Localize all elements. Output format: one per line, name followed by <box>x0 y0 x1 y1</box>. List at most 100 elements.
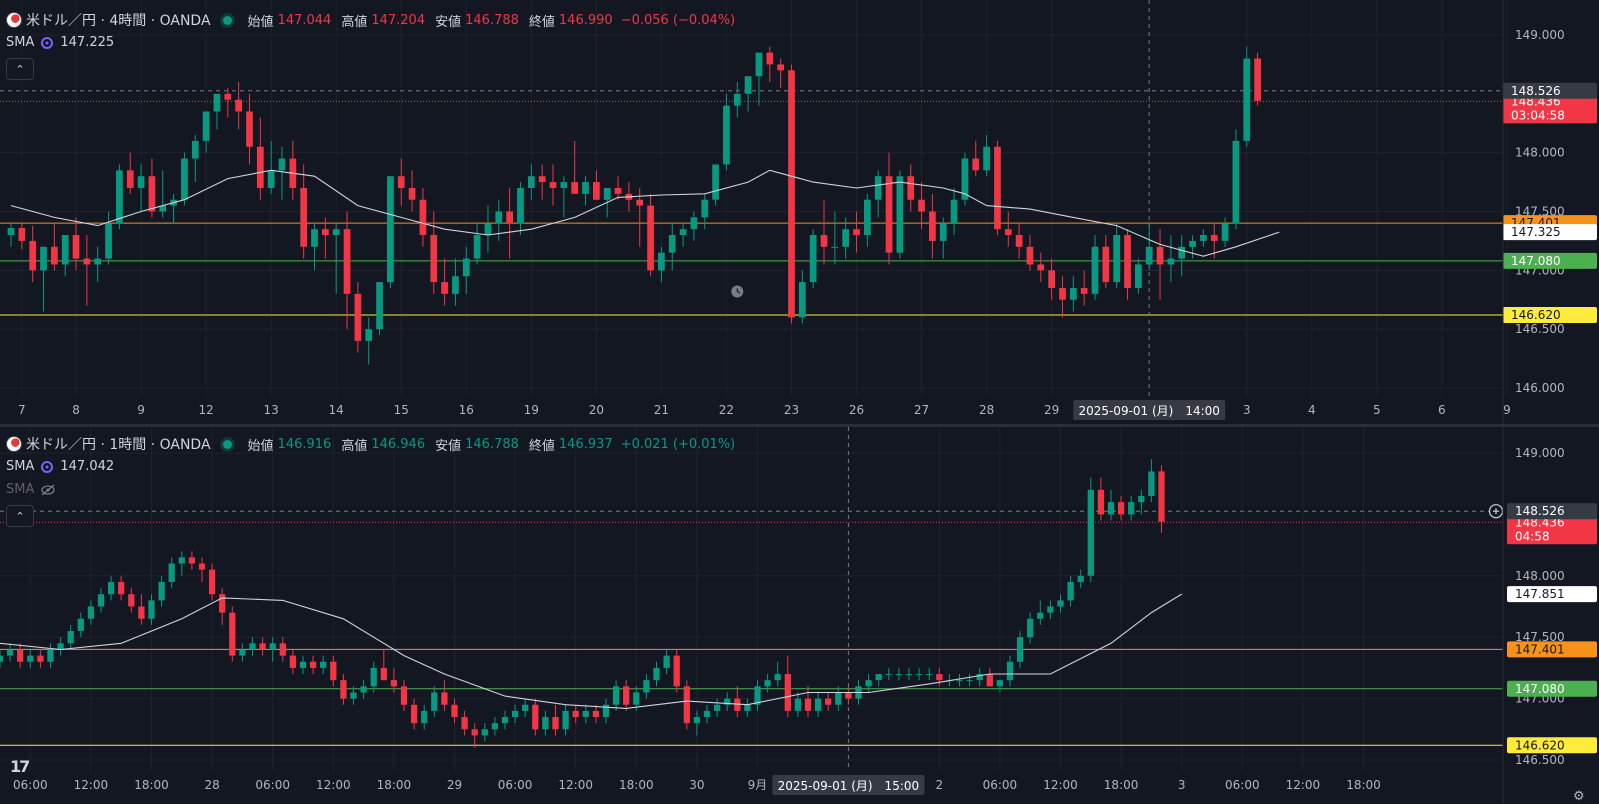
candle-body <box>213 93 221 112</box>
candle-body <box>198 563 206 570</box>
level-price-label: 147.401 <box>1515 642 1565 656</box>
candle-body <box>249 643 256 650</box>
x-tick-label: 6 <box>1438 403 1446 417</box>
x-tick-label: 27 <box>914 403 929 417</box>
level-price-label-bg <box>1503 307 1597 324</box>
candle-body <box>441 692 448 705</box>
x-tick-label: 14 <box>329 403 344 417</box>
candle-body <box>602 704 610 718</box>
candle-body <box>1037 612 1044 619</box>
gear-icon[interactable]: ⚙ <box>1573 789 1585 804</box>
candle-body <box>592 710 600 718</box>
candle-body <box>491 723 499 730</box>
candle-body <box>511 710 519 718</box>
collapse-legend-button[interactable]: ⌃ <box>6 505 34 527</box>
candle-body <box>311 229 318 247</box>
eye-off-icon[interactable] <box>40 484 56 496</box>
candle-body <box>256 146 264 188</box>
collapse-legend-button[interactable]: ⌃ <box>6 58 34 80</box>
x-tick-label: 06:00 <box>498 778 533 792</box>
candle-body <box>1232 140 1240 224</box>
pane-separator[interactable] <box>0 424 1599 427</box>
y-tick-label: 146.000 <box>1515 381 1565 395</box>
candle-body <box>6 649 14 656</box>
candle-body <box>814 698 822 711</box>
candle-body <box>1059 287 1066 300</box>
candle-body <box>118 581 125 595</box>
x-tick-label: 30 <box>689 778 704 792</box>
candle-body <box>431 692 438 711</box>
candle-body <box>907 176 915 200</box>
x-tick-label: 28 <box>979 403 994 417</box>
candle-body <box>97 594 105 607</box>
candle-body <box>471 729 478 736</box>
x-tick-label: 3 <box>1178 778 1186 792</box>
candle-body <box>506 211 514 224</box>
sma-legend-pane-1[interactable]: SMA 147.225 <box>6 35 114 50</box>
x-tick-label: 2 <box>935 778 943 792</box>
candle-body <box>983 146 990 171</box>
candle-body <box>365 329 373 341</box>
candle-body <box>614 187 622 194</box>
candle-body <box>501 717 509 724</box>
x-tick-label: 06:00 <box>983 778 1018 792</box>
candle-body <box>755 52 763 77</box>
x-tick-label: 18:00 <box>1346 778 1381 792</box>
candle-body <box>462 258 470 277</box>
candle-body <box>733 93 741 106</box>
candle-body <box>50 246 58 265</box>
sma-settings-icon[interactable] <box>40 36 54 50</box>
market-status-icon[interactable] <box>222 439 232 449</box>
candle-body <box>538 176 546 183</box>
x-tick-label: 29 <box>447 778 462 792</box>
candle-body <box>461 717 468 730</box>
sma-value: 147.042 <box>60 459 115 474</box>
candle-body <box>1015 235 1023 247</box>
high-value: 146.946 <box>371 436 426 452</box>
crosshair-time-label: 2025-09-01 (月) 14:00 <box>1078 404 1220 418</box>
sma-line <box>0 593 1182 709</box>
sma-legend-pane-2[interactable]: SMA 147.042 <box>6 459 114 474</box>
candle-body <box>713 704 721 711</box>
x-tick-label: 9 <box>137 403 145 417</box>
candle-body <box>542 717 549 730</box>
candle-body <box>1210 235 1218 241</box>
candle-body <box>400 686 408 705</box>
candle-body <box>208 569 216 595</box>
candle-body <box>1145 246 1153 265</box>
chevron-up-icon: ⌃ <box>15 509 25 523</box>
candle-body <box>181 158 188 200</box>
candle-body <box>845 692 852 699</box>
candle-body <box>1138 495 1145 503</box>
tradingview-logo[interactable]: 17 <box>10 757 30 776</box>
candle-body <box>835 692 842 705</box>
candle-body <box>658 252 665 271</box>
sma-settings-icon[interactable] <box>40 460 54 474</box>
candle-body <box>83 258 91 265</box>
candle-body <box>1254 58 1261 101</box>
candle-body <box>1102 246 1110 283</box>
crosshair-time-label: 2025-09-01 (月) 15:00 <box>778 779 920 793</box>
candle-body <box>1189 240 1196 247</box>
candle-body <box>1117 502 1125 515</box>
candle-body <box>29 240 37 271</box>
candle-body <box>107 581 115 595</box>
y-tick-label: 146.500 <box>1515 322 1565 336</box>
candle-body <box>37 655 44 662</box>
symbol-title[interactable]: 米ドル／円 · 1時間 · OANDA <box>26 437 211 453</box>
close-label: 終値 <box>528 438 555 454</box>
candle-body <box>1097 489 1105 515</box>
candle-body <box>972 158 980 171</box>
candle-body <box>380 667 387 681</box>
candle-body <box>1087 489 1094 576</box>
symbol-title[interactable]: 米ドル／円 · 4時間 · OANDA <box>26 13 211 29</box>
high-value: 147.204 <box>371 12 426 28</box>
high-label: 高値 <box>341 14 368 30</box>
y-tick-label: 149.000 <box>1515 28 1565 42</box>
sma-hidden-legend[interactable]: SMA <box>6 482 56 497</box>
market-status-icon[interactable] <box>222 15 232 25</box>
candle-body <box>950 199 958 224</box>
candle-body <box>863 199 871 236</box>
